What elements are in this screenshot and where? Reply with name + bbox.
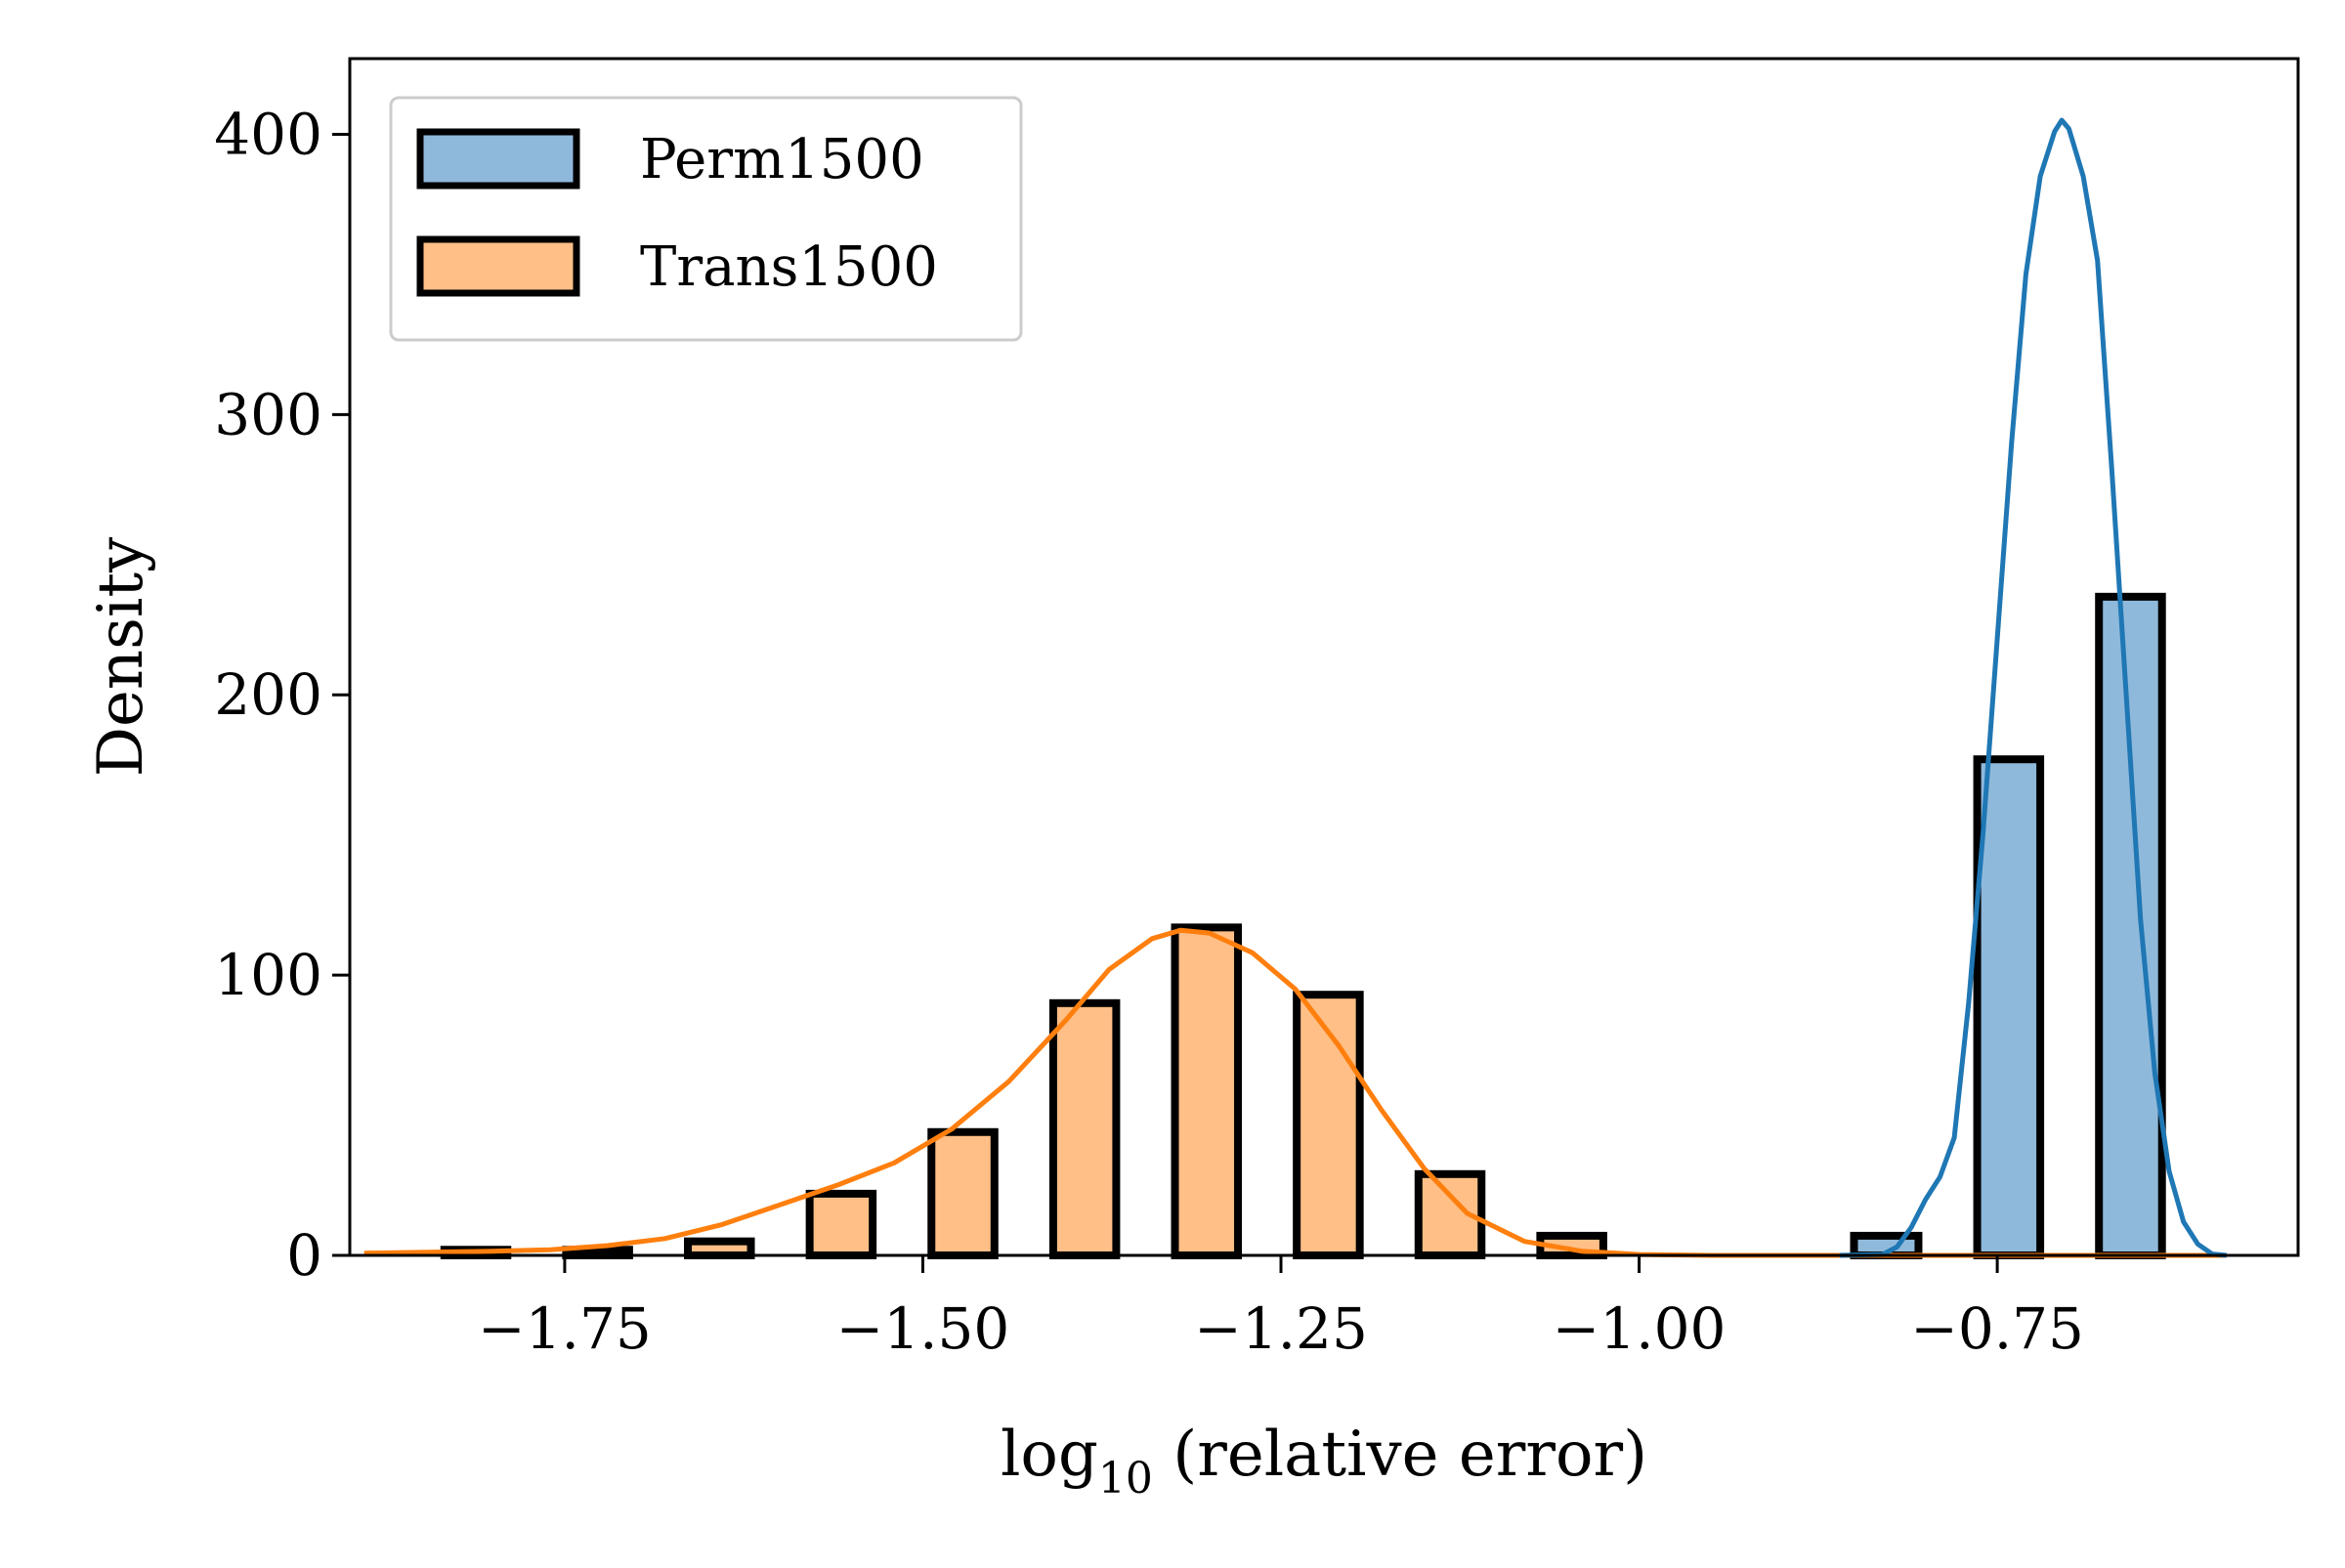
bar-trans1500-5	[1048, 998, 1121, 1259]
legend-swatch-perm1500	[416, 128, 580, 190]
y-tick-label: 200	[214, 661, 322, 728]
y-axis-label: Density	[85, 537, 157, 778]
kde-line-trans1500	[363, 927, 2227, 1258]
x-tick-label: −0.75	[1910, 1295, 2084, 1362]
bar-perm1500-1	[1973, 755, 2045, 1260]
x-axis-label: log10 (relative error)	[1001, 1419, 1647, 1504]
legend-label-trans1500: Trans1500	[640, 235, 938, 299]
bar-trans1500-4	[927, 1127, 999, 1260]
x-tick-label: −1.25	[1194, 1295, 1368, 1362]
legend: Perm1500 Trans1500	[389, 96, 1023, 342]
bar-perm1500-2	[2095, 592, 2166, 1259]
y-tick-label: 300	[214, 381, 322, 447]
kde-line-perm1500	[1839, 117, 2227, 1258]
x-tick-label: −1.00	[1553, 1295, 1727, 1362]
legend-label-perm1500: Perm1500	[640, 128, 924, 191]
y-tick-label: 400	[214, 101, 322, 167]
x-tick-label: −1.50	[836, 1295, 1010, 1362]
legend-swatch-trans1500	[416, 235, 580, 297]
bar-trans1500-3	[805, 1189, 877, 1260]
x-tick-label: −1.75	[478, 1295, 652, 1362]
plot-frame	[348, 57, 2300, 1257]
y-tick-label: 0	[286, 1222, 322, 1289]
bar-trans1500-2	[684, 1237, 755, 1260]
y-tick-label: 100	[214, 942, 322, 1008]
bar-trans1500-7	[1293, 991, 1364, 1259]
bar-trans1500-6	[1171, 923, 1243, 1259]
